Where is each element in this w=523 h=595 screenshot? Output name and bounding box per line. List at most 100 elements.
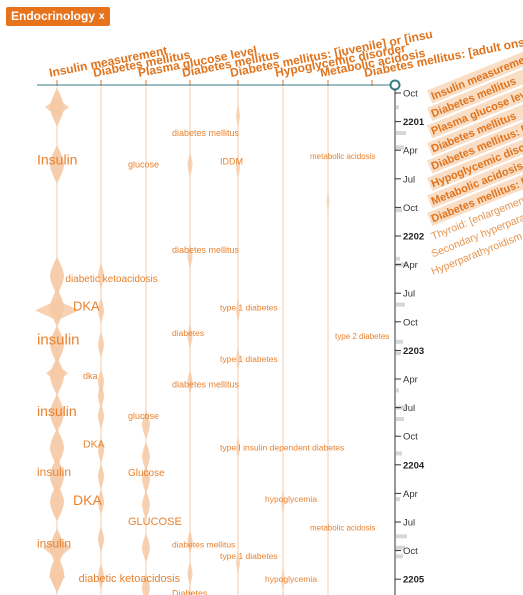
ribbon-bulge	[142, 533, 150, 563]
term-mention[interactable]: Glucose	[128, 468, 165, 479]
timeline-month-label: Oct	[403, 89, 418, 100]
ribbon-bulge	[50, 256, 64, 296]
term-mention[interactable]: Insulin	[37, 152, 77, 168]
timeline-year-label: 2204	[403, 460, 425, 471]
timeline-month-label: Oct	[403, 203, 418, 214]
ribbon-bulge	[49, 562, 65, 591]
event-density-bar	[396, 497, 400, 502]
concept-highlight	[427, 45, 523, 104]
concept-highlight	[427, 63, 523, 122]
term-mention[interactable]: metabolic acidosis	[310, 524, 375, 533]
time-cursor-handle[interactable]	[389, 79, 401, 91]
ribbon-bulge	[236, 156, 240, 179]
event-density-bar	[396, 302, 405, 307]
ribbon-bulge	[187, 244, 193, 269]
ribbon-bulge	[236, 347, 240, 371]
event-density-bar	[396, 451, 402, 456]
term-mention[interactable]: IDDM	[220, 157, 243, 167]
timeline-month-label: Apr	[403, 260, 418, 271]
ribbon-bulge	[50, 482, 64, 522]
ribbon-bulge	[98, 383, 104, 409]
ribbon-bulge	[50, 428, 64, 467]
ribbon-bulge	[187, 152, 193, 177]
concept-highlight	[427, 80, 523, 139]
ribbon-bulge	[50, 325, 64, 364]
term-mention[interactable]: glucose	[128, 159, 159, 169]
endocrinology-filter-tag[interactable]: Endocrinology x	[6, 7, 110, 26]
term-mention[interactable]: DKA	[73, 298, 100, 313]
term-mention[interactable]: diabetes mellitus	[172, 128, 240, 138]
term-mention[interactable]: hypoglycemia	[265, 574, 317, 584]
ribbon-bulge	[98, 297, 104, 324]
ribbon-bulge	[282, 590, 284, 595]
ribbon-bulge	[50, 457, 64, 496]
term-mention[interactable]: type 1 diabetes	[220, 551, 278, 561]
timeline-month-label: Jul	[403, 518, 415, 529]
ribbon-bulge	[281, 568, 285, 591]
event-density-bar	[396, 339, 403, 344]
timeline-month-label: Apr	[403, 146, 418, 157]
ribbon-bulge	[187, 324, 193, 349]
term-mention[interactable]: DKA	[83, 439, 105, 451]
event-density-bar	[396, 351, 401, 356]
term-mention[interactable]: diabetes mellitus	[172, 540, 235, 550]
term-mention[interactable]: insulin	[37, 537, 71, 551]
ribbon-bulge	[98, 563, 104, 590]
close-icon[interactable]: x	[99, 11, 105, 22]
term-mention[interactable]: GLUCOSE	[128, 516, 182, 528]
event-density-bar	[396, 262, 407, 267]
term-mention[interactable]: insulin	[37, 332, 80, 349]
term-mention[interactable]: diabetes mellitus	[172, 380, 240, 390]
term-mention[interactable]: glucose	[128, 411, 159, 421]
concept-highlight	[427, 133, 523, 192]
event-density-bar	[396, 388, 399, 393]
term-mention[interactable]: diabetic ketoacidosis	[79, 573, 181, 585]
timeline-month-label: Jul	[403, 174, 415, 185]
ribbon-bulge	[98, 403, 104, 429]
term-mention[interactable]: diabetes	[172, 328, 204, 338]
ribbon-bulge	[236, 104, 240, 128]
ribbon-bulge	[142, 410, 150, 440]
ribbon-bulge	[50, 394, 64, 433]
term-mention[interactable]: metabolic acidosis	[310, 152, 375, 161]
ribbon-bulge	[35, 300, 79, 321]
concept-highlight	[427, 150, 523, 209]
event-density-bar	[396, 208, 402, 213]
ribbon-bulge	[326, 191, 330, 213]
term-mention[interactable]: dka	[83, 371, 98, 381]
timeline-month-label: Apr	[403, 375, 418, 386]
term-ribbons	[35, 87, 330, 595]
timeline-month-label: Oct	[403, 432, 418, 443]
timeline-axis: Oct 2201 Apr Jul Oct 2202 Apr Jul Oct 2203 Apr Jul O…	[37, 79, 425, 595]
ribbon-bulge	[187, 369, 193, 394]
term-mention[interactable]: DKA	[73, 492, 102, 508]
event-density-bar	[396, 145, 404, 150]
term-mention[interactable]: type 1 diabetes	[220, 302, 278, 312]
term-mention[interactable]: insulin	[37, 465, 71, 479]
term-mention[interactable]: type 2 diabetes	[335, 332, 389, 341]
concept-highlight	[427, 168, 523, 227]
term-mention[interactable]: Diabetes	[172, 588, 208, 595]
filter-tag-label: Endocrinology	[11, 9, 95, 23]
term-mention[interactable]: type I insulin dependent diabetes	[220, 443, 344, 453]
term-mention[interactable]: insulin	[37, 403, 77, 419]
event-density-bar	[396, 256, 400, 261]
term-mention[interactable]: hypoglycemia	[265, 494, 317, 504]
term-mention[interactable]: diabetic ketoacidosis	[65, 274, 157, 285]
ribbon-bulge	[188, 587, 192, 595]
timeline-year-label: 2201	[403, 117, 425, 128]
term-mention[interactable]: type 1 diabetes	[220, 354, 278, 364]
ribbon-bulge	[236, 550, 240, 574]
concept-highlight	[427, 115, 523, 174]
timeline-month-label: Oct	[403, 317, 418, 328]
term-mention[interactable]: diabetes mellitus	[172, 245, 240, 255]
timeline-month-label: Jul	[403, 289, 415, 300]
ribbon-bulge	[50, 145, 64, 184]
ribbon-bulge	[98, 526, 104, 552]
ribbon-bulge	[46, 364, 68, 383]
event-density-bar	[396, 534, 407, 539]
ribbon-bulge	[98, 437, 104, 464]
ribbon-bulge	[236, 436, 240, 459]
